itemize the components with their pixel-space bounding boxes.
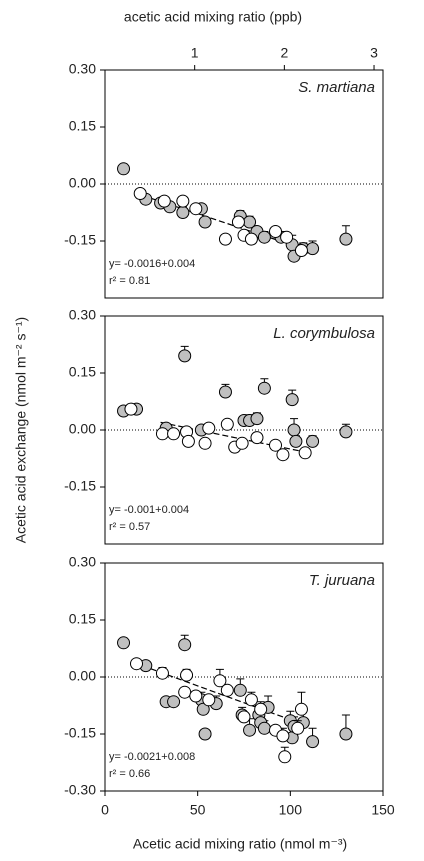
x2-axis-label: acetic acid mixing ratio (ppb) — [124, 9, 302, 25]
y-tick-label: 0.30 — [69, 554, 96, 570]
x2-tick-label: 3 — [370, 45, 378, 61]
data-point — [294, 244, 308, 257]
data-point — [289, 434, 303, 448]
data-point — [287, 423, 301, 437]
data-point — [181, 434, 195, 448]
data-point — [176, 206, 190, 219]
data-point — [244, 693, 258, 707]
annotation: r² = 0.81 — [109, 275, 150, 287]
data-point — [157, 194, 171, 208]
panel-title: S. martiana — [298, 79, 375, 96]
data-point — [257, 381, 271, 395]
data-point — [220, 683, 234, 697]
data-point — [196, 702, 210, 716]
annotation: y= -0.0021+0.008 — [109, 751, 195, 763]
data-point — [117, 162, 131, 176]
annotation: r² = 0.57 — [109, 521, 150, 533]
data-point — [233, 683, 247, 697]
data-point — [269, 438, 283, 452]
data-point — [202, 421, 216, 435]
y-tick-label: 0.30 — [69, 61, 96, 77]
data-point — [257, 721, 271, 735]
data-point — [155, 427, 169, 441]
data-point — [189, 689, 203, 703]
fit-line — [141, 665, 310, 727]
panel-title: L. corymbulosa — [273, 325, 375, 342]
y-axis-label: Acetic acid exchange (nmol m⁻² s⁻¹) — [13, 317, 29, 543]
data-point — [294, 702, 308, 716]
y-tick-label: -0.15 — [64, 725, 96, 741]
data-point — [218, 385, 232, 399]
y-tick-label: 0.15 — [69, 364, 96, 380]
data-point — [218, 232, 232, 246]
data-point — [237, 710, 251, 724]
data-point — [220, 417, 234, 431]
data-point — [280, 230, 294, 244]
y-tick-label: 0.00 — [69, 421, 96, 437]
data-point — [291, 721, 305, 735]
data-point — [285, 393, 299, 407]
y-tick-label: 0.30 — [69, 307, 96, 323]
data-point — [189, 202, 203, 216]
x-tick-label: 50 — [190, 802, 206, 818]
data-point — [276, 729, 290, 743]
data-point — [176, 194, 190, 208]
x-tick-label: 0 — [101, 802, 109, 818]
data-point — [257, 230, 271, 244]
data-point — [202, 693, 216, 707]
panel-title: T. juruana — [309, 572, 375, 589]
data-point — [155, 666, 169, 680]
data-point — [124, 402, 138, 416]
data-point — [254, 702, 268, 716]
data-point — [269, 225, 283, 238]
y-tick-label: -0.30 — [64, 782, 96, 798]
data-point — [117, 636, 131, 650]
data-point — [306, 242, 320, 256]
fit-line — [160, 421, 309, 454]
data-point — [178, 349, 192, 363]
data-point — [298, 446, 312, 460]
data-point — [198, 215, 212, 229]
data-point — [306, 434, 320, 448]
data-point — [178, 685, 192, 699]
data-point — [198, 436, 212, 450]
data-point — [180, 668, 194, 682]
annotation: r² = 0.66 — [109, 768, 150, 780]
data-point — [250, 431, 264, 445]
data-point — [339, 232, 353, 246]
data-point — [243, 723, 257, 737]
data-point — [250, 412, 264, 426]
y-tick-label: -0.15 — [64, 478, 96, 494]
data-point — [178, 638, 192, 652]
data-point — [278, 750, 292, 764]
data-point — [167, 695, 181, 709]
y-tick-label: 0.15 — [69, 611, 96, 627]
y-tick-label: -0.15 — [64, 232, 96, 248]
y-tick-label: 0.00 — [69, 668, 96, 684]
data-point — [339, 727, 353, 741]
data-point — [339, 425, 353, 439]
x-tick-label: 100 — [279, 802, 303, 818]
data-point — [213, 674, 227, 688]
data-point — [198, 727, 212, 741]
x-tick-label: 150 — [371, 802, 395, 818]
y-tick-label: 0.15 — [69, 118, 96, 134]
data-point — [244, 232, 258, 246]
data-point — [167, 427, 181, 441]
y-tick-label: 0.00 — [69, 175, 96, 191]
data-point — [231, 215, 245, 229]
x2-tick-label: 1 — [191, 45, 199, 61]
data-point — [306, 735, 320, 749]
x2-tick-label: 2 — [280, 45, 288, 61]
annotation: y= -0.0016+0.004 — [109, 258, 195, 270]
data-point — [130, 657, 144, 671]
data-point — [276, 448, 290, 462]
x-axis-label: Acetic acid mixing ratio (nmol m⁻³) — [133, 836, 347, 852]
annotation: y= -0.001+0.004 — [109, 504, 189, 516]
data-point — [133, 187, 147, 200]
data-point — [235, 436, 249, 450]
